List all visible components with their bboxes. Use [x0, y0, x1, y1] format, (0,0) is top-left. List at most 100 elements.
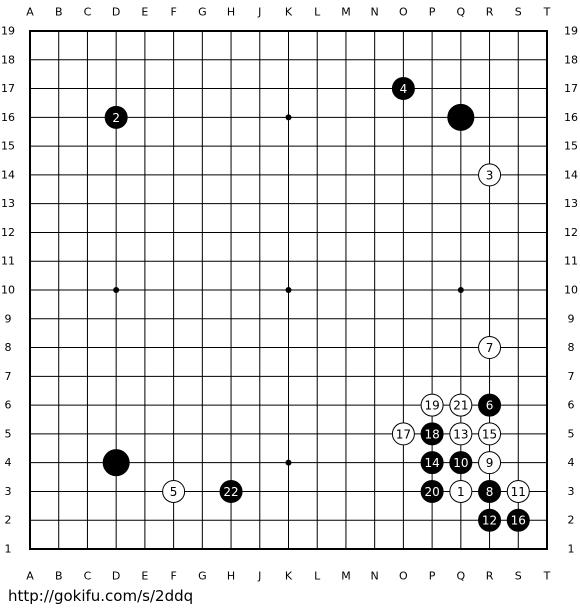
row-label: 14 — [1, 168, 15, 181]
footer-url: http://gokifu.com/s/2ddq — [8, 587, 193, 605]
row-label: 5 — [568, 427, 575, 440]
column-label: R — [486, 6, 494, 19]
column-label: Q — [456, 6, 465, 19]
white-stone — [449, 393, 473, 417]
column-label: J — [257, 6, 261, 19]
row-label: 5 — [5, 427, 12, 440]
row-label: 13 — [1, 197, 15, 210]
row-label: 15 — [1, 140, 15, 153]
row-label: 17 — [564, 82, 578, 95]
star-point — [285, 287, 292, 293]
stone: 15 — [478, 422, 502, 446]
stone: 9 — [478, 451, 502, 475]
star-point — [285, 459, 292, 466]
black-stone — [478, 393, 502, 417]
stone: 11 — [506, 479, 530, 503]
move-number: 11 — [511, 485, 526, 499]
row-label: 19 — [1, 25, 15, 38]
column-label: M — [341, 6, 351, 19]
black-stone — [449, 451, 473, 475]
white-stone — [449, 479, 473, 503]
move-number: 15 — [482, 427, 497, 441]
row-label: 10 — [1, 284, 15, 297]
white-stone — [391, 422, 415, 446]
move-number: 4 — [400, 82, 408, 96]
move-number: 21 — [453, 399, 468, 413]
stone — [102, 449, 130, 477]
white-stone — [506, 479, 530, 503]
row-label: 12 — [1, 226, 15, 239]
white-stone — [162, 479, 186, 503]
row-label: 8 — [5, 341, 12, 354]
move-number: 8 — [486, 485, 494, 499]
column-label: M — [341, 570, 351, 583]
row-label: 9 — [568, 312, 575, 325]
row-label: 13 — [564, 197, 578, 210]
row-label: 14 — [564, 168, 578, 181]
move-number: 20 — [424, 485, 439, 499]
black-stone — [219, 479, 243, 503]
star-point — [285, 114, 292, 121]
column-label: O — [399, 6, 408, 19]
row-label: 18 — [564, 53, 578, 66]
move-number: 22 — [223, 485, 238, 499]
move-number: 5 — [170, 485, 178, 499]
stone: 22 — [219, 479, 243, 503]
row-label: 11 — [564, 255, 578, 268]
stone — [447, 103, 475, 131]
column-label: H — [227, 6, 235, 19]
column-label: J — [257, 570, 261, 583]
white-stone — [478, 336, 502, 360]
white-stone — [478, 451, 502, 475]
white-stone — [420, 393, 444, 417]
row-label: 3 — [5, 485, 12, 498]
move-number: 2 — [112, 111, 120, 125]
stone: 14 — [420, 451, 444, 475]
row-label: 15 — [564, 140, 578, 153]
black-stone — [420, 479, 444, 503]
column-label: S — [515, 6, 522, 19]
stone: 1 — [449, 479, 473, 503]
move-number: 12 — [482, 514, 497, 528]
black-stone — [420, 451, 444, 475]
row-label: 10 — [564, 284, 578, 297]
black-stone — [102, 449, 130, 477]
stone: 7 — [478, 336, 502, 360]
black-stone — [104, 105, 128, 129]
column-label: S — [515, 570, 522, 583]
row-label: 4 — [568, 456, 575, 469]
column-label: R — [486, 570, 494, 583]
stone: 21 — [449, 393, 473, 417]
column-label: L — [314, 6, 321, 19]
row-label: 6 — [568, 399, 575, 412]
column-label: T — [543, 570, 551, 583]
move-number: 6 — [486, 399, 494, 413]
column-label: E — [141, 6, 148, 19]
move-number: 9 — [486, 456, 494, 470]
column-label: G — [198, 6, 207, 19]
stone: 20 — [420, 479, 444, 503]
black-stone — [391, 77, 415, 101]
white-stone — [478, 422, 502, 446]
row-label: 16 — [564, 111, 578, 124]
column-label: N — [371, 570, 379, 583]
column-label: Q — [456, 570, 465, 583]
move-number: 16 — [511, 514, 526, 528]
black-stone — [420, 422, 444, 446]
row-label: 8 — [568, 341, 575, 354]
move-number: 17 — [396, 427, 411, 441]
row-label: 3 — [568, 485, 575, 498]
column-label: K — [285, 570, 293, 583]
move-number: 18 — [424, 427, 439, 441]
white-stone — [478, 163, 502, 187]
row-label: 2 — [568, 514, 575, 527]
stone: 16 — [506, 508, 530, 532]
stone: 4 — [391, 77, 415, 101]
stone: 17 — [391, 422, 415, 446]
column-label: B — [55, 6, 63, 19]
column-label: H — [227, 570, 235, 583]
stone: 18 — [420, 422, 444, 446]
